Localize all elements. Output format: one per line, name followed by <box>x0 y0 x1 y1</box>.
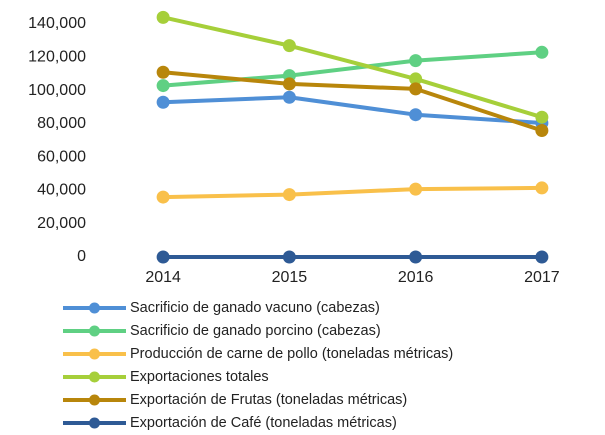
legend-label: Exportaciones totales <box>130 369 269 385</box>
data-point <box>156 79 170 93</box>
legend-marker <box>89 394 100 406</box>
data-point <box>409 72 423 86</box>
legend-marker <box>89 417 100 429</box>
data-point <box>409 250 423 264</box>
data-point <box>409 54 423 68</box>
y-tick-label: 20,000 <box>37 215 86 232</box>
legend-label: Sacrificio de ganado porcino (cabezas) <box>130 323 381 339</box>
legend-label: Exportación de Frutas (toneladas métrica… <box>130 392 407 408</box>
series-line <box>163 95 543 126</box>
legend-label: Exportación de Café (toneladas métricas) <box>130 415 397 431</box>
series-line <box>163 185 542 200</box>
x-tick-label: 2017 <box>524 269 560 286</box>
legend-label: Sacrificio de ganado vacuno (cabezas) <box>130 300 380 316</box>
data-point <box>282 77 296 91</box>
data-point <box>282 250 296 264</box>
y-tick-label: 100,000 <box>28 82 86 99</box>
legend-marker <box>89 371 100 383</box>
series-line <box>162 50 543 88</box>
y-tick-label: 80,000 <box>37 115 86 132</box>
y-tick-label: 40,000 <box>37 182 86 199</box>
data-point <box>156 250 170 264</box>
y-tick-label: 60,000 <box>37 148 86 165</box>
legend-marker <box>89 325 100 337</box>
data-point <box>535 181 549 195</box>
data-point <box>409 82 423 96</box>
y-tick-label: 140,000 <box>28 15 86 32</box>
data-point <box>156 190 170 204</box>
data-point <box>156 65 170 79</box>
data-point <box>409 108 423 122</box>
data-point <box>282 90 296 104</box>
data-point <box>282 39 296 53</box>
legend-label: Producción de carne de pollo (toneladas … <box>130 346 453 362</box>
data-point <box>535 250 549 264</box>
data-point <box>535 45 549 59</box>
series-line <box>162 15 543 120</box>
x-tick-label: 2016 <box>398 269 434 286</box>
data-point <box>282 188 296 202</box>
x-tick-label: 2015 <box>272 269 308 286</box>
data-point <box>156 10 170 24</box>
y-tick-label: 120,000 <box>28 49 86 66</box>
x-tick-label: 2014 <box>145 269 181 286</box>
series-line <box>162 70 543 133</box>
data-point <box>156 95 170 109</box>
data-point <box>535 110 549 124</box>
legend-marker <box>89 348 100 360</box>
y-tick-label: 0 <box>77 248 86 265</box>
data-point <box>409 182 423 196</box>
data-point <box>535 124 549 138</box>
legend-marker <box>89 302 100 314</box>
